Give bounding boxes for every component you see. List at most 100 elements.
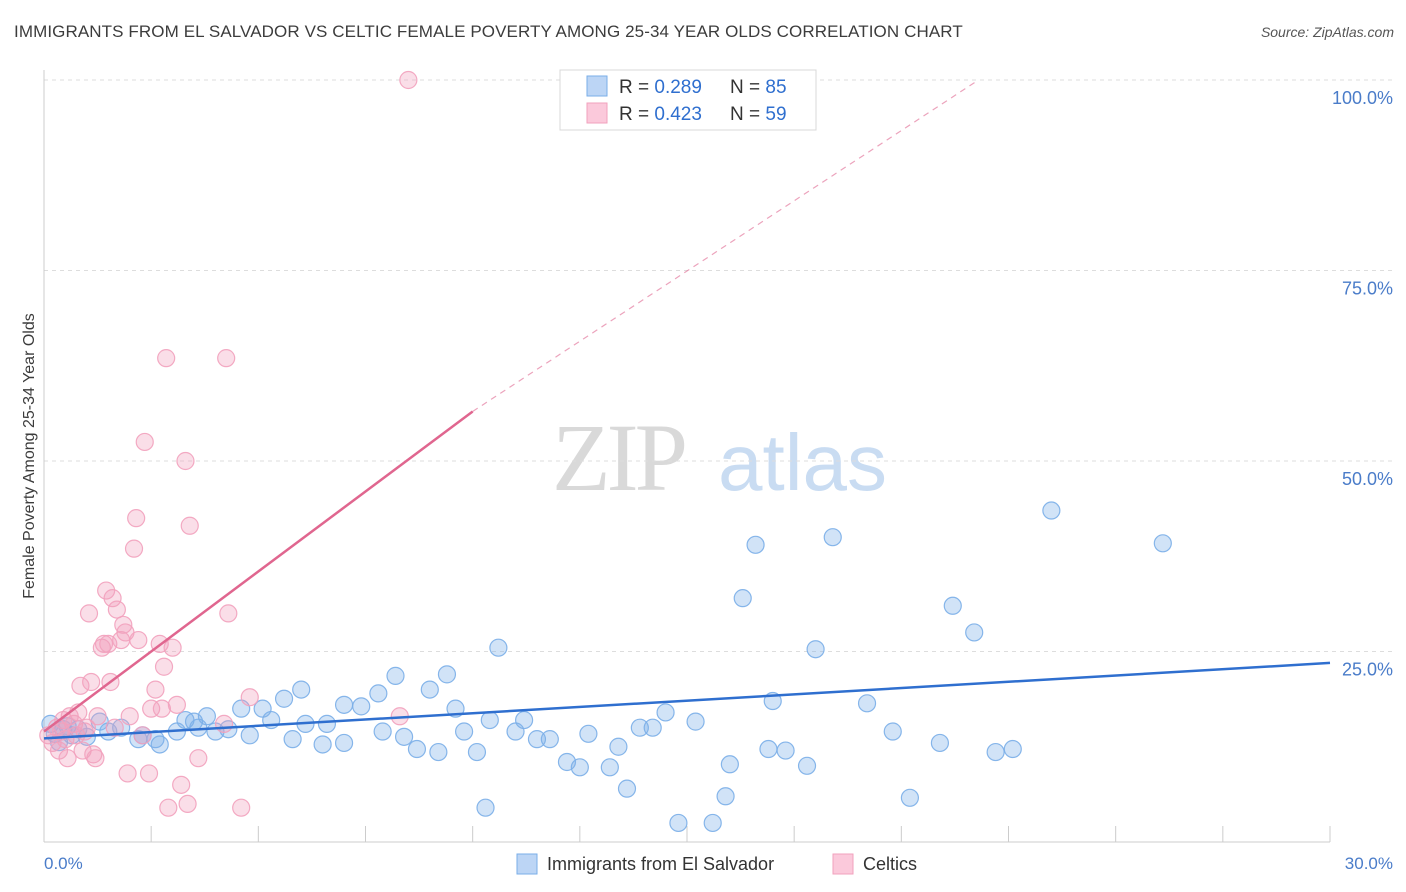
legend-n-label-pink: N = bbox=[730, 104, 765, 125]
data-point-pink bbox=[163, 638, 182, 657]
data-point-blue bbox=[617, 779, 637, 798]
legend-swatch-pink bbox=[586, 102, 608, 124]
trend-line-pink-extension bbox=[472, 79, 979, 412]
data-point-blue bbox=[420, 680, 439, 699]
data-point-pink bbox=[180, 516, 199, 535]
data-point-blue bbox=[334, 695, 354, 714]
data-point-pink bbox=[56, 730, 75, 749]
data-point-blue bbox=[669, 813, 688, 833]
data-point-blue bbox=[527, 730, 547, 749]
data-point-pink bbox=[146, 680, 165, 699]
legend-r-label-pink: R = bbox=[619, 104, 654, 125]
data-point-blue bbox=[643, 718, 662, 737]
data-point-blue bbox=[1153, 534, 1172, 553]
x-ticks bbox=[150, 826, 1331, 842]
trend-line-blue bbox=[43, 661, 1331, 740]
data-point-blue bbox=[579, 724, 598, 743]
gridlines bbox=[44, 79, 1393, 652]
data-point-blue bbox=[965, 623, 984, 642]
data-point-pink bbox=[167, 695, 186, 714]
data-point-pink bbox=[232, 798, 251, 817]
data-point-blue bbox=[797, 756, 817, 775]
y-tick-label: 50.0% bbox=[1342, 469, 1393, 489]
svg-text:N = 59: N = 59 bbox=[730, 104, 787, 125]
data-point-pink bbox=[129, 630, 148, 650]
data-point-blue bbox=[746, 535, 765, 554]
data-point-blue bbox=[630, 718, 649, 737]
data-point-pink bbox=[120, 707, 139, 726]
data-point-blue bbox=[394, 727, 414, 746]
data-point-pink bbox=[152, 699, 171, 718]
y-axis-label: Female Poverty Among 25-34 Year Olds bbox=[21, 313, 38, 599]
data-point-blue bbox=[189, 718, 208, 737]
data-point-pink bbox=[58, 749, 77, 768]
data-point-blue bbox=[733, 589, 752, 608]
data-point-blue bbox=[570, 758, 589, 777]
data-point-pink bbox=[142, 699, 161, 718]
data-point-blue bbox=[352, 697, 371, 716]
legend-r-value-blue: 0.289 bbox=[654, 77, 702, 98]
data-point-pink bbox=[97, 581, 116, 600]
data-point-pink bbox=[79, 604, 99, 623]
data-point-blue bbox=[467, 742, 487, 762]
data-point-blue bbox=[240, 726, 259, 745]
data-point-pink bbox=[178, 794, 197, 814]
legend-n-label-blue: N = bbox=[730, 77, 765, 98]
bottom-legend: Immigrants from El Salvador Celtics bbox=[516, 853, 917, 875]
watermark-zip: ZIP bbox=[552, 404, 685, 511]
y-tick-labels: 25.0% 50.0% 75.0% 100.0% bbox=[1332, 88, 1393, 680]
data-point-pink bbox=[176, 451, 195, 471]
data-point-pink bbox=[105, 718, 124, 737]
data-point-pink bbox=[135, 432, 154, 452]
data-point-blue bbox=[476, 798, 495, 817]
legend-n-value-pink: 59 bbox=[765, 104, 786, 125]
data-point-pink bbox=[217, 349, 236, 368]
bottom-legend-label-pink: Celtics bbox=[863, 854, 917, 874]
svg-text:R = 0.423: R = 0.423 bbox=[619, 104, 702, 125]
data-point-pink bbox=[103, 589, 122, 608]
data-point-pink bbox=[71, 676, 90, 695]
data-point-blue bbox=[943, 596, 962, 615]
data-point-blue bbox=[317, 714, 337, 733]
source-label: Source: ZipAtlas.com bbox=[1260, 24, 1394, 40]
data-point-blue bbox=[454, 722, 474, 741]
data-point-blue bbox=[334, 733, 354, 753]
data-point-pink bbox=[214, 714, 234, 733]
series-pink-points bbox=[39, 70, 418, 817]
data-point-pink bbox=[82, 672, 101, 692]
data-point-blue bbox=[373, 722, 392, 741]
chart-title: IMMIGRANTS FROM EL SALVADOR VS CELTIC FE… bbox=[14, 22, 963, 41]
data-point-blue bbox=[292, 680, 311, 699]
data-point-blue bbox=[480, 710, 499, 730]
data-point-blue bbox=[900, 788, 920, 807]
watermark-atlas: atlas bbox=[718, 418, 887, 507]
data-point-blue bbox=[720, 755, 739, 774]
data-point-pink bbox=[399, 70, 418, 90]
data-point-pink bbox=[139, 764, 159, 783]
data-point-blue bbox=[515, 710, 534, 730]
data-point-pink bbox=[133, 726, 152, 745]
data-point-pink bbox=[114, 615, 133, 634]
data-point-pink bbox=[159, 798, 178, 817]
data-point-pink bbox=[94, 634, 114, 653]
legend-r-value-pink: 0.423 bbox=[654, 104, 702, 125]
data-point-pink bbox=[219, 604, 238, 623]
data-point-pink bbox=[189, 749, 208, 768]
data-point-pink bbox=[157, 349, 176, 368]
data-point-blue bbox=[857, 694, 877, 713]
data-point-pink bbox=[172, 775, 191, 794]
trend-line-pink bbox=[43, 410, 474, 733]
data-point-pink bbox=[124, 539, 144, 558]
data-point-blue bbox=[407, 739, 427, 759]
data-point-pink bbox=[86, 749, 105, 768]
data-point-blue bbox=[823, 528, 842, 547]
data-point-blue bbox=[429, 742, 448, 762]
data-point-blue bbox=[806, 640, 825, 659]
data-point-blue bbox=[986, 742, 1005, 762]
data-point-pink bbox=[88, 707, 107, 726]
data-point-pink bbox=[127, 509, 146, 528]
data-point-blue bbox=[609, 737, 628, 756]
data-point-blue bbox=[489, 638, 508, 657]
svg-text:R = 0.289: R = 0.289 bbox=[619, 77, 702, 98]
data-point-blue bbox=[540, 730, 559, 749]
